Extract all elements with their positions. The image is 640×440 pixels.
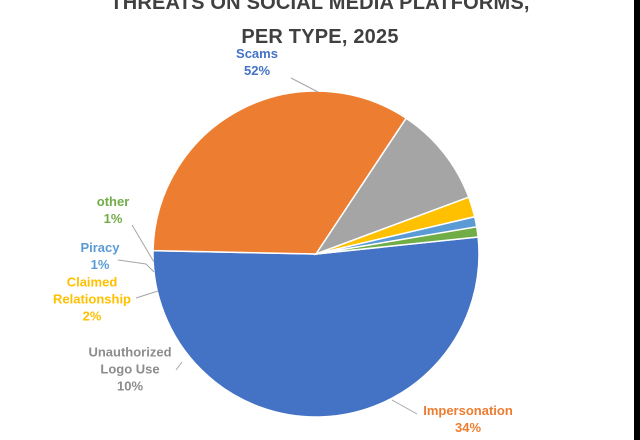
leader-line-other [131,224,155,263]
data-label-name-unauthorized-logo-use: Unauthorized [88,344,171,359]
data-labels: Scams 52% Impersonation 34% Unauthorized Logo… [53,46,513,435]
data-label-value-unauthorized-logo-use: 10% [117,378,143,393]
data-label-name-scams: Scams [236,46,278,61]
leader-line-claimed-relationship [135,290,159,299]
pie-slice-other [315,225,479,255]
data-label-name-claimed-relationship: Claimed [67,274,118,289]
leader-line-piracy [117,259,155,273]
window-edge [634,0,640,440]
data-label-name-piracy: Piracy [80,240,120,255]
data-label-name-claimed-relationship: Relationship [53,291,131,306]
pie-slices [152,90,480,418]
leader-line-scams [290,77,319,93]
data-label-value-claimed-relationship: 2% [83,308,102,323]
data-label-value-impersonation: 34% [455,420,481,435]
data-label-value-other: 1% [104,211,123,226]
chart-title: THREATS ON SOCIAL MEDIA PLATFORMS, PER T… [0,0,640,54]
chart-title-line-2: PER TYPE, 2025 [241,26,399,48]
pie-slice-scams [152,236,480,418]
data-label-name-unauthorized-logo-use: Logo Use [100,361,159,376]
pie-slice-unauthorized-logo-use [314,117,470,256]
data-label-value-scams: 52% [244,63,270,78]
data-label-name-other: other [97,194,130,209]
leader-line-unauthorized-logo-use [175,361,183,371]
leader-line-impersonation [391,399,418,415]
chart-title-line-1: THREATS ON SOCIAL MEDIA PLATFORMS, [110,0,530,14]
data-label-name-impersonation: Impersonation [423,403,513,418]
data-label-value-piracy: 1% [91,257,110,272]
